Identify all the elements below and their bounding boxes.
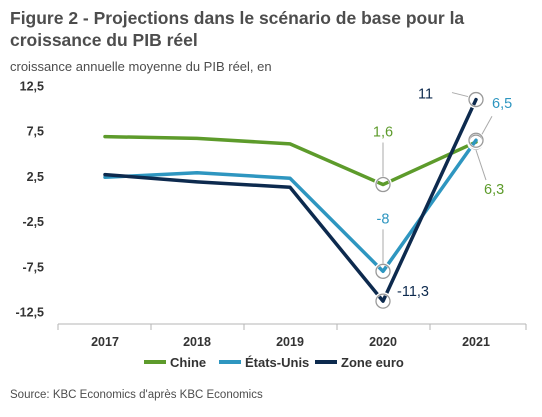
label-leader-line xyxy=(475,149,487,181)
label-leader-line xyxy=(451,92,469,98)
y-tick-label: -12,5 xyxy=(16,306,45,320)
y-tick-label: 7,5 xyxy=(27,125,44,139)
series-line-zone-euro xyxy=(103,97,478,303)
data-label: 6,5 xyxy=(492,96,512,112)
legend-label: États-Unis xyxy=(245,355,309,370)
x-tick-label: 2019 xyxy=(276,335,304,349)
data-label: 1,6 xyxy=(373,125,393,141)
chart-data-labels: 1,6 6,3 -8 6,5 -11,3 11 xyxy=(373,87,512,301)
data-label: -11,3 xyxy=(397,284,429,300)
point-marker xyxy=(375,263,391,279)
x-tick-label: 2020 xyxy=(369,335,397,349)
data-label: 6,3 xyxy=(484,182,504,198)
point-marker xyxy=(468,91,484,108)
point-marker xyxy=(375,176,391,193)
point-marker xyxy=(468,132,484,148)
y-tick-label: 2,5 xyxy=(27,170,44,184)
y-tick-label: -2,5 xyxy=(22,215,44,229)
y-tick-label: 12,5 xyxy=(20,80,44,94)
chart-markers xyxy=(374,90,485,311)
data-label: -8 xyxy=(377,211,390,227)
series-line--tats-unis xyxy=(103,138,478,274)
series-line-chine xyxy=(103,134,478,187)
chart-subtitle: croissance annuelle moyenne du PIB réel,… xyxy=(10,59,272,74)
chart-lines xyxy=(103,97,478,303)
chart-axes: 12,5 7,5 2,5 -2,5 -7,5 -12,5 2017 2018 2019 2020 2… xyxy=(16,80,527,349)
x-tick-label: 2021 xyxy=(462,335,490,349)
legend-label: Zone euro xyxy=(341,355,404,370)
x-tick-label: 2017 xyxy=(91,335,119,349)
x-tick-label: 2018 xyxy=(183,335,211,349)
chart-source: Source: KBC Economics d'après KBC Econom… xyxy=(10,389,263,401)
legend-label: Chine xyxy=(170,355,206,370)
y-tick-label: -7,5 xyxy=(22,260,44,274)
chart-legend: Chine États-Unis Zone euro xyxy=(144,355,404,370)
data-label: 11 xyxy=(418,87,433,103)
point-marker xyxy=(375,293,391,309)
label-leader-line xyxy=(481,115,493,135)
chart-title: Figure 2 - Projections dans le scénario … xyxy=(10,8,465,50)
